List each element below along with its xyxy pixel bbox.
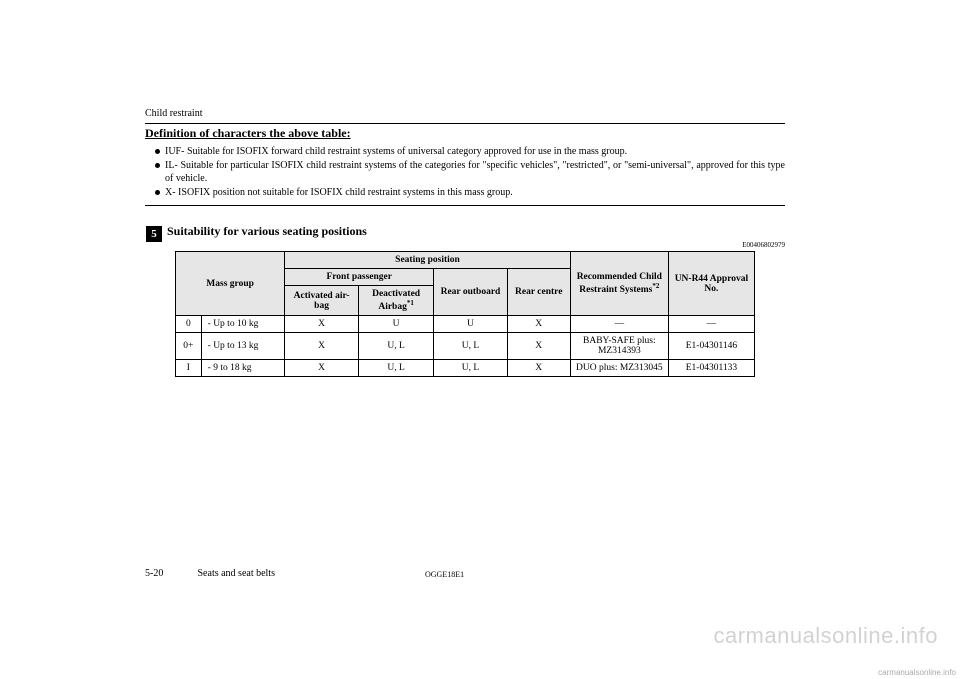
cell-rcen: X bbox=[507, 360, 570, 377]
cell-act: X bbox=[285, 316, 359, 333]
manual-page: Child restraint Definition of characters… bbox=[145, 108, 785, 377]
bullet-x: X- ISOFIX position not suitable for ISOF… bbox=[155, 186, 785, 200]
cell-grp: 0 bbox=[176, 316, 202, 333]
cell-rcen: X bbox=[507, 333, 570, 360]
footer-page-number: 5-20 bbox=[145, 568, 195, 579]
definition-title: Definition of characters the above table… bbox=[145, 126, 785, 141]
page-footer: 5-20 Seats and seat belts OGGE18E1 bbox=[145, 568, 785, 579]
th-recommended-sup: *2 bbox=[652, 282, 659, 290]
table-row: 0+ - Up to 13 kg X U, L U, L X BABY-SAFE… bbox=[176, 333, 755, 360]
cell-appr: E1-04301133 bbox=[668, 360, 754, 377]
th-recommended-text: Recommended Child Restraint Systems bbox=[577, 272, 662, 295]
cell-mass: - Up to 10 kg bbox=[201, 316, 285, 333]
table-row: I - 9 to 18 kg X U, L U, L X DUO plus: M… bbox=[176, 360, 755, 377]
section-title: Suitability for various seating position… bbox=[167, 224, 785, 239]
footer-code: OGGE18E1 bbox=[425, 570, 464, 579]
th-rear-centre: Rear centre bbox=[507, 269, 570, 316]
cell-appr: — bbox=[668, 316, 754, 333]
watermark-small: carmanualsonline.info bbox=[878, 668, 956, 677]
th-rear-outboard: Rear outboard bbox=[434, 269, 507, 316]
cell-appr: E1-04301146 bbox=[668, 333, 754, 360]
table-row: 0 - Up to 10 kg X U U X — — bbox=[176, 316, 755, 333]
watermark: carmanualsonline.info bbox=[713, 623, 938, 649]
cell-rout: U bbox=[434, 316, 507, 333]
divider-mid bbox=[145, 205, 785, 206]
th-mass-group: Mass group bbox=[176, 252, 285, 316]
cell-rcen: X bbox=[507, 316, 570, 333]
doc-code: E00406802979 bbox=[145, 241, 785, 249]
th-front-passenger: Front passenger bbox=[285, 269, 434, 286]
suitability-table: Mass group Seating position Recommended … bbox=[175, 251, 755, 377]
cell-rec: DUO plus: MZ313045 bbox=[570, 360, 668, 377]
cell-mass: - Up to 13 kg bbox=[201, 333, 285, 360]
footer-section: Seats and seat belts bbox=[198, 568, 275, 579]
cell-act: X bbox=[285, 360, 359, 377]
table-body: 0 - Up to 10 kg X U U X — — 0+ - Up to 1… bbox=[176, 316, 755, 377]
th-approval: UN-R44 Approval No. bbox=[668, 252, 754, 316]
cell-act: X bbox=[285, 333, 359, 360]
cell-rout: U, L bbox=[434, 360, 507, 377]
cell-rec: BABY-SAFE plus: MZ314393 bbox=[570, 333, 668, 360]
th-seating-position: Seating position bbox=[285, 252, 571, 269]
bullet-iuf: IUF- Suitable for ISOFIX forward child r… bbox=[155, 145, 785, 159]
running-head: Child restraint bbox=[145, 108, 785, 119]
cell-grp: 0+ bbox=[176, 333, 202, 360]
cell-grp: I bbox=[176, 360, 202, 377]
th-recommended: Recommended Child Restraint Systems*2 bbox=[570, 252, 668, 316]
th-deactivated-sup: *1 bbox=[407, 299, 414, 307]
cell-deact: U bbox=[358, 316, 433, 333]
side-tab: 5 bbox=[146, 226, 162, 242]
bullet-il: IL- Suitable for particular ISOFIX child… bbox=[155, 159, 785, 186]
cell-rout: U, L bbox=[434, 333, 507, 360]
definition-bullets: IUF- Suitable for ISOFIX forward child r… bbox=[145, 145, 785, 199]
cell-deact: U, L bbox=[358, 360, 433, 377]
cell-rec: — bbox=[570, 316, 668, 333]
th-activated: Activated air-bag bbox=[285, 286, 359, 316]
cell-mass: - 9 to 18 kg bbox=[201, 360, 285, 377]
th-deactivated: Deactivated Airbag*1 bbox=[358, 286, 433, 316]
cell-deact: U, L bbox=[358, 333, 433, 360]
divider-top bbox=[145, 123, 785, 124]
